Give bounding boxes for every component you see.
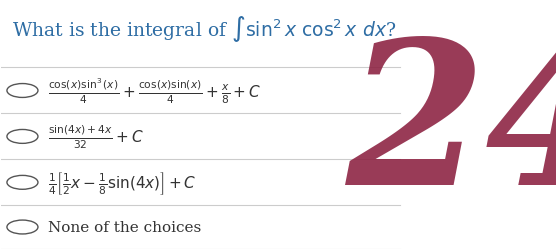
Text: $\frac{1}{4}\left[\frac{1}{2}x - \frac{1}{8}\sin(4x)\right] + C$: $\frac{1}{4}\left[\frac{1}{2}x - \frac{1… [48, 169, 197, 196]
Text: None of the choices: None of the choices [48, 220, 202, 234]
Text: 24: 24 [346, 33, 557, 226]
Text: What is the integral of $\int \sin^2 x\ \cos^2 x\ dx$?: What is the integral of $\int \sin^2 x\ … [12, 14, 397, 44]
Text: $\frac{\cos(x)\sin^3(x)}{4} + \frac{\cos(x)\sin(x)}{4} + \frac{x}{8} + C$: $\frac{\cos(x)\sin^3(x)}{4} + \frac{\cos… [48, 76, 262, 106]
Text: $\frac{\sin(4x)+4x}{32} + C$: $\frac{\sin(4x)+4x}{32} + C$ [48, 123, 145, 151]
